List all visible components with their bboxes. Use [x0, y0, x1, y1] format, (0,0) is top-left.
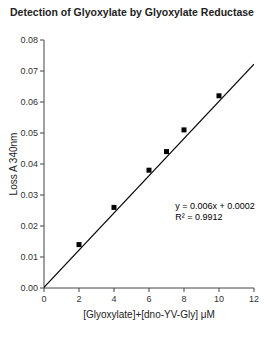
x-tick-label: 12 [249, 294, 259, 304]
data-point [147, 168, 152, 173]
y-tick [40, 195, 44, 196]
data-point [217, 93, 222, 98]
annotation-line: y = 0.006x + 0.0002 [175, 201, 255, 211]
x-tick [44, 288, 45, 292]
x-tick [149, 288, 150, 292]
annotation: y = 0.006x + 0.0002R² = 0.9912 [175, 201, 255, 222]
x-tick [114, 288, 115, 292]
y-tick-label: 0.07 [20, 66, 38, 76]
y-tick-label: 0.06 [20, 97, 38, 107]
x-tick-label: 4 [111, 294, 116, 304]
y-tick [40, 71, 44, 72]
y-tick [40, 40, 44, 41]
x-tick-label: 0 [41, 294, 46, 304]
trend-line [44, 64, 254, 287]
x-tick [219, 288, 220, 292]
plot-area [44, 64, 254, 287]
y-tick-label: 0.00 [20, 283, 38, 293]
y-tick-label: 0.05 [20, 128, 38, 138]
y-tick [40, 133, 44, 134]
y-tick-label: 0.01 [20, 252, 38, 262]
data-point [77, 242, 82, 247]
y-tick [40, 102, 44, 103]
x-tick-label: 8 [181, 294, 186, 304]
data-point [164, 149, 169, 154]
data-point [112, 205, 117, 210]
x-tick-label: 6 [146, 294, 151, 304]
title: Detection of Glyoxylate by Glyoxylate Re… [10, 6, 254, 18]
x-axis-label: [Glyoxylate]+[dno-YV-Gly] μM [83, 309, 215, 320]
y-tick [40, 288, 44, 289]
y-tick-label: 0.08 [20, 35, 38, 45]
y-tick-label: 0.03 [20, 190, 38, 200]
x-tick-label: 10 [214, 294, 224, 304]
annotation-line: R² = 0.9912 [175, 212, 222, 222]
x-tick [254, 288, 255, 292]
chart: Detection of Glyoxylate by Glyoxylate Re… [0, 0, 264, 340]
y-axis-label: Loss A 340nm [8, 133, 19, 196]
y-tick-label: 0.04 [20, 159, 38, 169]
x-tick [184, 288, 185, 292]
y-tick [40, 226, 44, 227]
y-tick-label: 0.02 [20, 221, 38, 231]
x-tick-label: 2 [76, 294, 81, 304]
x-tick [79, 288, 80, 292]
y-tick [40, 164, 44, 165]
y-tick [40, 257, 44, 258]
data-point [182, 127, 187, 132]
